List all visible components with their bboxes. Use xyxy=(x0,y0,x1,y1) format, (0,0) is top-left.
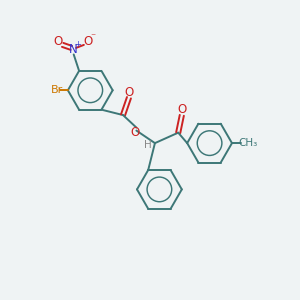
Text: Br: Br xyxy=(50,85,63,95)
Text: O: O xyxy=(177,103,186,116)
Text: ⁻: ⁻ xyxy=(90,32,95,42)
Text: O: O xyxy=(53,35,62,48)
Text: O: O xyxy=(124,86,134,99)
Text: N: N xyxy=(69,43,78,56)
Text: CH₃: CH₃ xyxy=(239,138,258,148)
Text: O: O xyxy=(130,127,140,140)
Text: +: + xyxy=(74,40,81,50)
Text: O: O xyxy=(84,35,93,48)
Text: H: H xyxy=(145,140,152,150)
